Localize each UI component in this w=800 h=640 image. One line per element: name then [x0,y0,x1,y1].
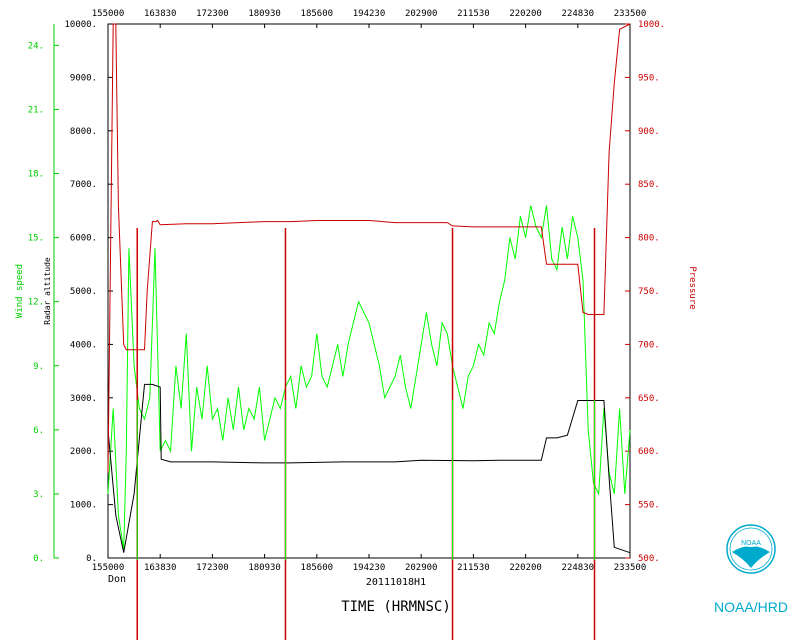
pressure-axis-tick-label: 650. [638,394,660,404]
radar-altitude-line [107,383,631,554]
wind-axis-tick-label: 24. [28,41,44,51]
plot-frame [107,23,631,559]
x-tick-label-top: 220200 [509,9,542,19]
pressure-axis-tick-label: 800. [638,234,660,244]
pressure-axis-tick-label: 550. [638,501,660,511]
x-tick-label-bottom: 185600 [301,563,334,573]
pressure-axis-tick-label: 950. [638,73,660,83]
x-tick-label-top: 211530 [457,9,490,19]
radar-axis-tick-label: 8000. [70,127,97,137]
pressure-axis-tick-label: 500. [638,554,660,564]
radar-axis-tick-label: 7000. [70,180,97,190]
x-tick-label-bottom: 180930 [248,563,281,573]
x-tick-label-bottom: 194230 [353,563,386,573]
x-tick-label-bottom: 220200 [509,563,542,573]
radar-axis-tick-label: 9000. [70,73,97,83]
pressure-line [107,23,631,473]
x-tick-label-top: 185600 [301,9,334,19]
pressure-axis-tick-label: 850. [638,180,660,190]
x-tick-label-bottom: 211530 [457,563,490,573]
pressure-axis-tick-label: 600. [638,447,660,457]
wind-axis-tick-label: 21. [28,105,44,115]
x-tick-label-top: 155000 [92,9,125,19]
x-tick-label-bottom: 172300 [196,563,229,573]
noaa-logo-text: NOAA [741,540,761,547]
pressure-axis-tick-label: 700. [638,340,660,350]
date-label: 20111018H1 [366,577,426,588]
radar-axis-tick-label: 4000. [70,340,97,350]
x-tick-label-top: 194230 [353,9,386,19]
radar-axis-tick-label: 3000. [70,394,97,404]
x-tick-label-top: 224830 [562,9,595,19]
pressure-axis-title: Pressure [687,266,697,309]
x-tick-label-top: 163830 [144,9,177,19]
pressure-axis-tick-label: 900. [638,127,660,137]
wind-axis-title: Wind speed [15,264,25,318]
wind-axis-tick-label: 6. [33,426,44,436]
radar-axis-tick-label: 10000. [64,20,97,30]
x-tick-label-top: 233500 [614,9,647,19]
wind-axis-tick-label: 18. [28,170,44,180]
pressure-axis-tick-label: 750. [638,287,660,297]
chart-series [107,23,631,640]
radar-axis-title: Radar altitude [43,257,52,325]
pressure-axis-tick-label: 1000. [638,20,665,30]
radar-axis-tick-label: 2000. [70,447,97,457]
radar-axis-tick-label: 6000. [70,234,97,244]
x-tick-label-top: 180930 [248,9,281,19]
wind-axis-tick-label: 15. [28,234,44,244]
noaa-logo: NOAA NOAA/HRD [714,524,788,615]
wind-axis-tick-label: 12. [28,298,44,308]
radar-axis-tick-label: 1000. [70,501,97,511]
x-axis-title: TIME (HRMNSC) [341,599,451,615]
x-tick-label-bottom: 155000 [92,563,125,573]
x-tick-label-top: 172300 [196,9,229,19]
wind-axis-tick-label: 3. [33,490,44,500]
chart-axes [53,23,631,559]
x-tick-label-bottom: 233500 [614,563,647,573]
wind-speed-line [107,205,631,550]
flight-label: Don [108,574,126,585]
wind-axis-tick-label: 0. [33,554,44,564]
wind-axis-tick-label: 9. [33,362,44,372]
x-tick-label-bottom: 163830 [144,563,177,573]
radar-axis-tick-label: 0. [86,554,97,564]
noaa-hrd-caption: NOAA/HRD [714,599,788,615]
radar-axis-tick-label: 5000. [70,287,97,297]
chart-labels: 155000 163830 172300 180930 185600 194230 2029… [15,9,697,615]
x-tick-label-top: 202900 [405,9,438,19]
x-tick-label-bottom: 224830 [562,563,595,573]
x-tick-label-bottom: 202900 [405,563,438,573]
